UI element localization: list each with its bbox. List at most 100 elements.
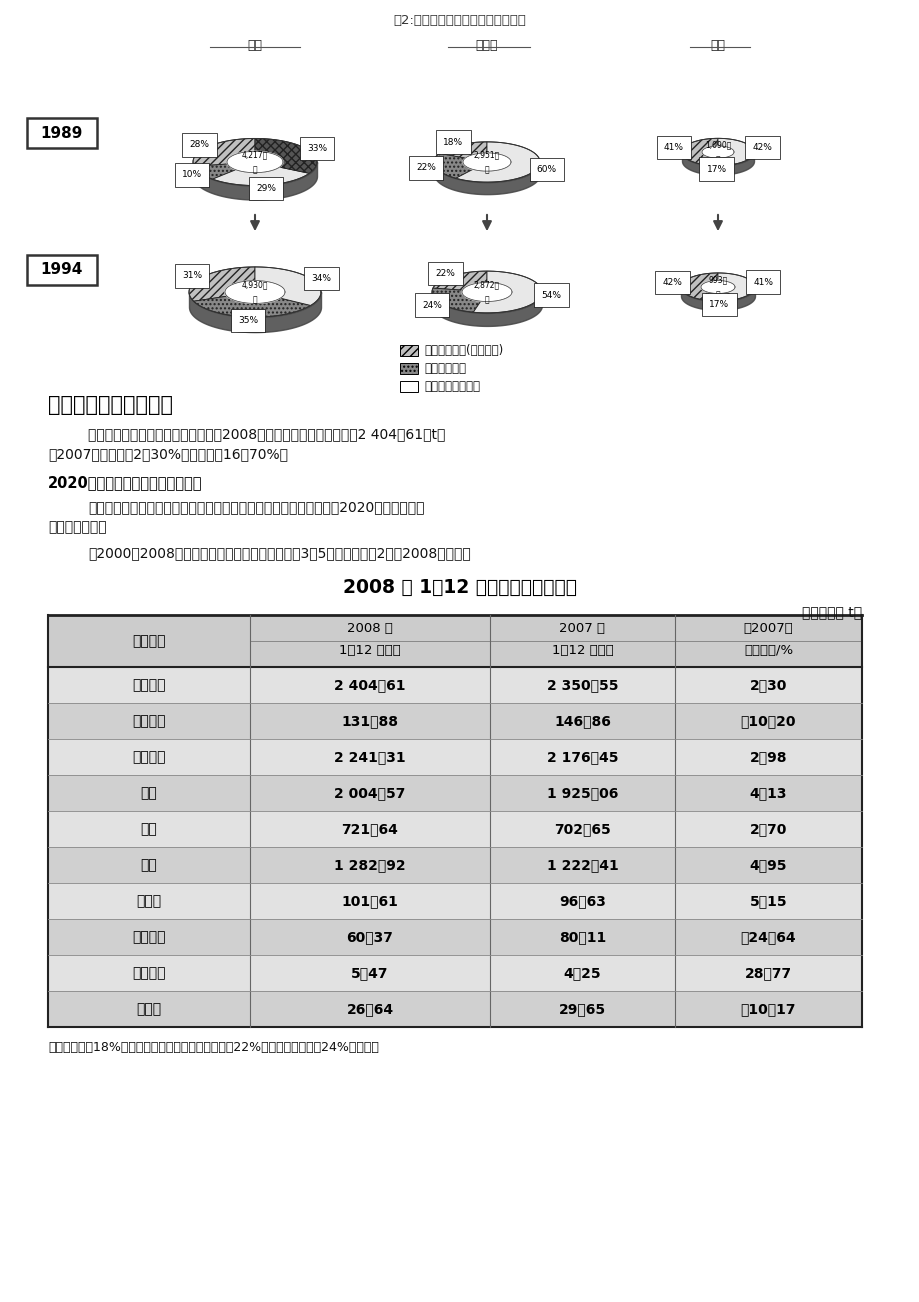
FancyBboxPatch shape [48, 883, 861, 919]
Text: 35%: 35% [237, 316, 257, 326]
Polygon shape [681, 138, 717, 164]
Polygon shape [699, 293, 737, 301]
Polygon shape [193, 296, 311, 318]
Text: 28%: 28% [189, 141, 210, 150]
Text: 33%: 33% [307, 143, 326, 152]
Text: 4．25: 4．25 [563, 966, 601, 980]
Text: 17%: 17% [706, 164, 726, 173]
Text: 比2007年: 比2007年 [743, 622, 792, 635]
Polygon shape [701, 146, 733, 158]
Polygon shape [433, 271, 486, 290]
Text: 4,217万: 4,217万 [242, 150, 267, 159]
Polygon shape [193, 138, 255, 167]
Text: 比2007年同期增加2．30%，增速回落16．70%。: 比2007年同期增加2．30%，增速回落16．70%。 [48, 447, 288, 461]
FancyBboxPatch shape [48, 667, 861, 703]
Polygon shape [472, 271, 541, 312]
Text: 长丝: 长丝 [141, 858, 157, 872]
FancyBboxPatch shape [48, 703, 861, 740]
FancyBboxPatch shape [400, 345, 417, 355]
Text: 721．64: 721．64 [341, 822, 398, 836]
Polygon shape [455, 142, 539, 182]
FancyBboxPatch shape [48, 811, 861, 848]
Text: 1,090万: 1,090万 [704, 141, 731, 148]
Text: 2 176．45: 2 176．45 [546, 750, 618, 764]
Text: 聚丙烯腈: 聚丙烯腈 [132, 930, 165, 944]
FancyBboxPatch shape [48, 740, 861, 775]
Text: 粘胶纤维: 粘胶纤维 [132, 713, 165, 728]
Text: 702．65: 702．65 [553, 822, 610, 836]
Text: 993万: 993万 [708, 275, 727, 284]
Text: 2．70: 2．70 [749, 822, 787, 836]
Text: 4．13: 4．13 [749, 786, 787, 799]
Text: 18%: 18% [443, 138, 463, 147]
Text: 1994: 1994 [40, 263, 83, 277]
Text: 二、产品需求初步预测: 二、产品需求初步预测 [48, 395, 173, 415]
Polygon shape [188, 267, 255, 301]
Text: 54%: 54% [541, 290, 561, 299]
Text: 聚酯: 聚酯 [141, 786, 157, 799]
FancyBboxPatch shape [27, 255, 96, 285]
Polygon shape [717, 138, 754, 164]
Polygon shape [432, 288, 481, 312]
FancyBboxPatch shape [400, 363, 417, 374]
Text: 美国: 美国 [247, 39, 262, 52]
Text: 42%: 42% [752, 143, 772, 152]
Text: 2．30: 2．30 [749, 678, 787, 691]
Text: 吨: 吨 [484, 165, 489, 174]
Text: －10．17: －10．17 [740, 1003, 795, 1016]
FancyBboxPatch shape [48, 848, 861, 883]
Text: 22%: 22% [436, 268, 455, 277]
Text: 化学纤维: 化学纤维 [132, 678, 165, 691]
Text: 日本: 日本 [709, 39, 725, 52]
Text: 41%: 41% [664, 143, 683, 152]
Text: 在纺织工业和装备制造业调整振兴规划促进下，中国纺织业目标是到2020年实现纺织强: 在纺织工业和装备制造业调整振兴规划促进下，中国纺织业目标是到2020年实现纺织强 [88, 500, 424, 514]
Text: 42%: 42% [662, 279, 682, 288]
Polygon shape [227, 151, 283, 173]
Text: 2020年力图实现纺织强国基本目标: 2020年力图实现纺织强国基本目标 [48, 475, 202, 490]
Text: 吨: 吨 [715, 155, 720, 164]
Text: 干套的、地毯: 干套的、地毯 [424, 362, 466, 375]
Text: 吨: 吨 [253, 165, 257, 174]
FancyBboxPatch shape [48, 954, 861, 991]
Text: 60．37: 60．37 [346, 930, 393, 944]
Text: 1 925．06: 1 925．06 [546, 786, 618, 799]
Text: 2 350．55: 2 350．55 [546, 678, 618, 691]
Text: 28．77: 28．77 [744, 966, 791, 980]
Text: 131．88: 131．88 [341, 713, 398, 728]
Text: 5．47: 5．47 [351, 966, 389, 980]
Text: 29．65: 29．65 [559, 1003, 606, 1016]
Text: 4,930万: 4,930万 [242, 280, 268, 289]
Polygon shape [255, 267, 321, 306]
Text: 5．15: 5．15 [749, 894, 787, 907]
Text: 4．95: 4．95 [749, 858, 787, 872]
Text: 17%: 17% [709, 299, 729, 309]
Text: 2．98: 2．98 [749, 750, 787, 764]
FancyBboxPatch shape [48, 615, 861, 667]
Polygon shape [434, 154, 472, 178]
Text: 从2000～2008年，中国纺织内销按可比价格增长3．5倍，出口增长2倍。2008年，纺织: 从2000～2008年，中国纺织内销按可比价格增长3．5倍，出口增长2倍。200… [88, 546, 471, 560]
FancyBboxPatch shape [27, 118, 96, 148]
Text: 产品名称: 产品名称 [132, 634, 165, 648]
FancyBboxPatch shape [400, 381, 417, 392]
Text: 1～12 月累计: 1～12 月累计 [339, 644, 401, 658]
Text: 80．11: 80．11 [558, 930, 606, 944]
Text: 1 282．92: 1 282．92 [334, 858, 405, 872]
Polygon shape [194, 164, 235, 180]
Text: 1 222．41: 1 222．41 [546, 858, 618, 872]
Text: 2 404．61: 2 404．61 [334, 678, 405, 691]
Polygon shape [698, 158, 734, 165]
FancyBboxPatch shape [48, 775, 861, 811]
Text: 同期增减/%: 同期增减/% [743, 644, 792, 658]
Text: 34%: 34% [312, 273, 331, 283]
Text: 服装和家庭用(地毯除外): 服装和家庭用(地毯除外) [424, 344, 503, 357]
Text: （单位：万 t）: （单位：万 t） [801, 605, 861, 618]
Text: 短纤: 短纤 [141, 822, 157, 836]
Text: 吨: 吨 [715, 290, 720, 299]
Text: 26．64: 26．64 [346, 1003, 393, 1016]
Text: －24．64: －24．64 [740, 930, 796, 944]
Text: 29%: 29% [256, 184, 276, 193]
Text: 聚乙烯醇: 聚乙烯醇 [132, 966, 165, 980]
Text: 1989: 1989 [40, 125, 83, 141]
Text: 96．63: 96．63 [559, 894, 606, 907]
Text: 2008 年 1～12 月化纤产量完成情况: 2008 年 1～12 月化纤产量完成情况 [343, 578, 576, 598]
